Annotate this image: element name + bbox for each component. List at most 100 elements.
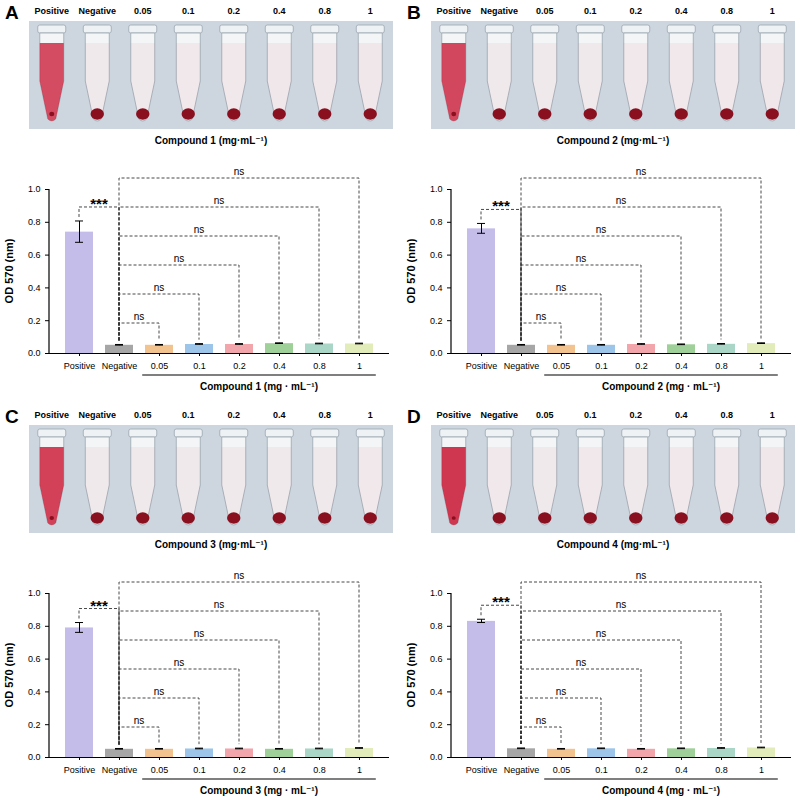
svg-text:1: 1	[770, 410, 775, 420]
svg-text:0.1: 0.1	[193, 361, 206, 371]
svg-text:Compound 2 (mg · mL⁻¹): Compound 2 (mg · mL⁻¹)	[602, 381, 720, 392]
svg-text:0.8: 0.8	[715, 765, 728, 775]
svg-text:0.1: 0.1	[595, 361, 608, 371]
svg-text:0.4: 0.4	[430, 687, 443, 697]
svg-text:0.2: 0.2	[629, 410, 642, 420]
svg-text:Negative: Negative	[504, 765, 540, 775]
svg-text:B: B	[407, 2, 421, 23]
svg-text:0.4: 0.4	[675, 6, 688, 16]
svg-text:0.2: 0.2	[233, 361, 246, 371]
svg-text:ns: ns	[174, 253, 185, 264]
svg-text:Compound 4 (mg·mL⁻¹): Compound 4 (mg·mL⁻¹)	[557, 539, 669, 550]
svg-text:0.1: 0.1	[182, 6, 195, 16]
svg-text:0.8: 0.8	[720, 410, 733, 420]
svg-text:ns: ns	[596, 628, 607, 639]
svg-text:A: A	[5, 2, 19, 23]
svg-text:***: ***	[90, 597, 108, 614]
svg-text:D: D	[407, 406, 421, 427]
svg-text:Positive: Positive	[64, 361, 96, 371]
svg-text:0.2: 0.2	[635, 765, 648, 775]
svg-text:ns: ns	[154, 686, 165, 697]
svg-text:0.6: 0.6	[430, 654, 443, 664]
svg-text:0.2: 0.2	[227, 6, 240, 16]
svg-text:Compound 1 (mg·mL⁻¹): Compound 1 (mg·mL⁻¹)	[155, 135, 267, 146]
svg-text:ns: ns	[556, 282, 567, 293]
svg-text:ns: ns	[194, 628, 205, 639]
svg-text:0.8: 0.8	[313, 765, 326, 775]
svg-text:OD 570 (nm): OD 570 (nm)	[405, 238, 417, 303]
svg-text:ns: ns	[174, 657, 185, 668]
svg-text:0.8: 0.8	[318, 410, 331, 420]
svg-text:ns: ns	[134, 311, 145, 322]
svg-text:Positive: Positive	[34, 6, 69, 16]
svg-text:ns: ns	[214, 195, 225, 206]
svg-text:0.05: 0.05	[151, 765, 169, 775]
svg-text:1: 1	[759, 765, 764, 775]
svg-text:Positive: Positive	[436, 410, 471, 420]
svg-text:Negative: Negative	[102, 765, 138, 775]
svg-text:0.0: 0.0	[28, 752, 41, 762]
svg-text:0.4: 0.4	[675, 765, 688, 775]
svg-text:0.1: 0.1	[182, 410, 195, 420]
svg-text:0.2: 0.2	[28, 316, 41, 326]
svg-text:***: ***	[492, 593, 510, 610]
svg-text:Compound 1 (mg · mL⁻¹): Compound 1 (mg · mL⁻¹)	[200, 381, 318, 392]
svg-text:1: 1	[357, 765, 362, 775]
svg-text:1: 1	[759, 361, 764, 371]
svg-text:0.05: 0.05	[536, 6, 554, 16]
svg-text:1.0: 1.0	[28, 588, 41, 598]
svg-text:Positive: Positive	[466, 361, 498, 371]
svg-text:1: 1	[770, 6, 775, 16]
svg-text:Positive: Positive	[466, 765, 498, 775]
svg-text:0.4: 0.4	[28, 283, 41, 293]
svg-text:0.8: 0.8	[430, 621, 443, 631]
svg-text:C: C	[5, 406, 19, 427]
svg-text:ns: ns	[536, 715, 547, 726]
svg-text:ns: ns	[536, 311, 547, 322]
svg-text:0.1: 0.1	[193, 765, 206, 775]
svg-text:1: 1	[357, 361, 362, 371]
svg-text:ns: ns	[194, 224, 205, 235]
svg-text:0.2: 0.2	[233, 765, 246, 775]
svg-text:ns: ns	[154, 282, 165, 293]
svg-text:0.8: 0.8	[715, 361, 728, 371]
svg-text:0.1: 0.1	[584, 6, 597, 16]
svg-text:0.2: 0.2	[227, 410, 240, 420]
svg-text:0.05: 0.05	[553, 765, 571, 775]
svg-text:1: 1	[368, 6, 373, 16]
svg-text:0.8: 0.8	[720, 6, 733, 16]
svg-text:ns: ns	[234, 570, 245, 581]
svg-text:ns: ns	[616, 195, 627, 206]
svg-text:Negative: Negative	[78, 410, 116, 420]
svg-text:Positive: Positive	[34, 410, 69, 420]
svg-text:0.4: 0.4	[430, 283, 443, 293]
svg-text:0.8: 0.8	[430, 217, 443, 227]
svg-text:ns: ns	[556, 686, 567, 697]
svg-text:0.4: 0.4	[675, 361, 688, 371]
svg-text:0.4: 0.4	[273, 6, 286, 16]
svg-text:0.2: 0.2	[635, 361, 648, 371]
svg-text:0.05: 0.05	[134, 6, 152, 16]
svg-text:Compound 3 (mg · mL⁻¹): Compound 3 (mg · mL⁻¹)	[200, 785, 318, 796]
svg-text:ns: ns	[134, 715, 145, 726]
svg-text:Negative: Negative	[78, 6, 116, 16]
svg-text:0.8: 0.8	[28, 217, 41, 227]
svg-text:ns: ns	[214, 599, 225, 610]
svg-text:Positive: Positive	[436, 6, 471, 16]
svg-text:0.6: 0.6	[28, 250, 41, 260]
svg-text:0.05: 0.05	[151, 361, 169, 371]
svg-text:1: 1	[368, 410, 373, 420]
svg-text:0.1: 0.1	[595, 765, 608, 775]
svg-text:ns: ns	[576, 657, 587, 668]
svg-text:Compound 4 (mg · mL⁻¹): Compound 4 (mg · mL⁻¹)	[602, 785, 720, 796]
svg-text:ns: ns	[234, 166, 245, 177]
svg-text:1.0: 1.0	[430, 184, 443, 194]
svg-text:0.6: 0.6	[430, 250, 443, 260]
svg-text:Negative: Negative	[102, 361, 138, 371]
svg-text:0.1: 0.1	[584, 410, 597, 420]
svg-text:0.8: 0.8	[313, 361, 326, 371]
svg-text:0.4: 0.4	[273, 361, 286, 371]
svg-text:Negative: Negative	[480, 410, 518, 420]
svg-text:Negative: Negative	[504, 361, 540, 371]
svg-text:0.05: 0.05	[134, 410, 152, 420]
